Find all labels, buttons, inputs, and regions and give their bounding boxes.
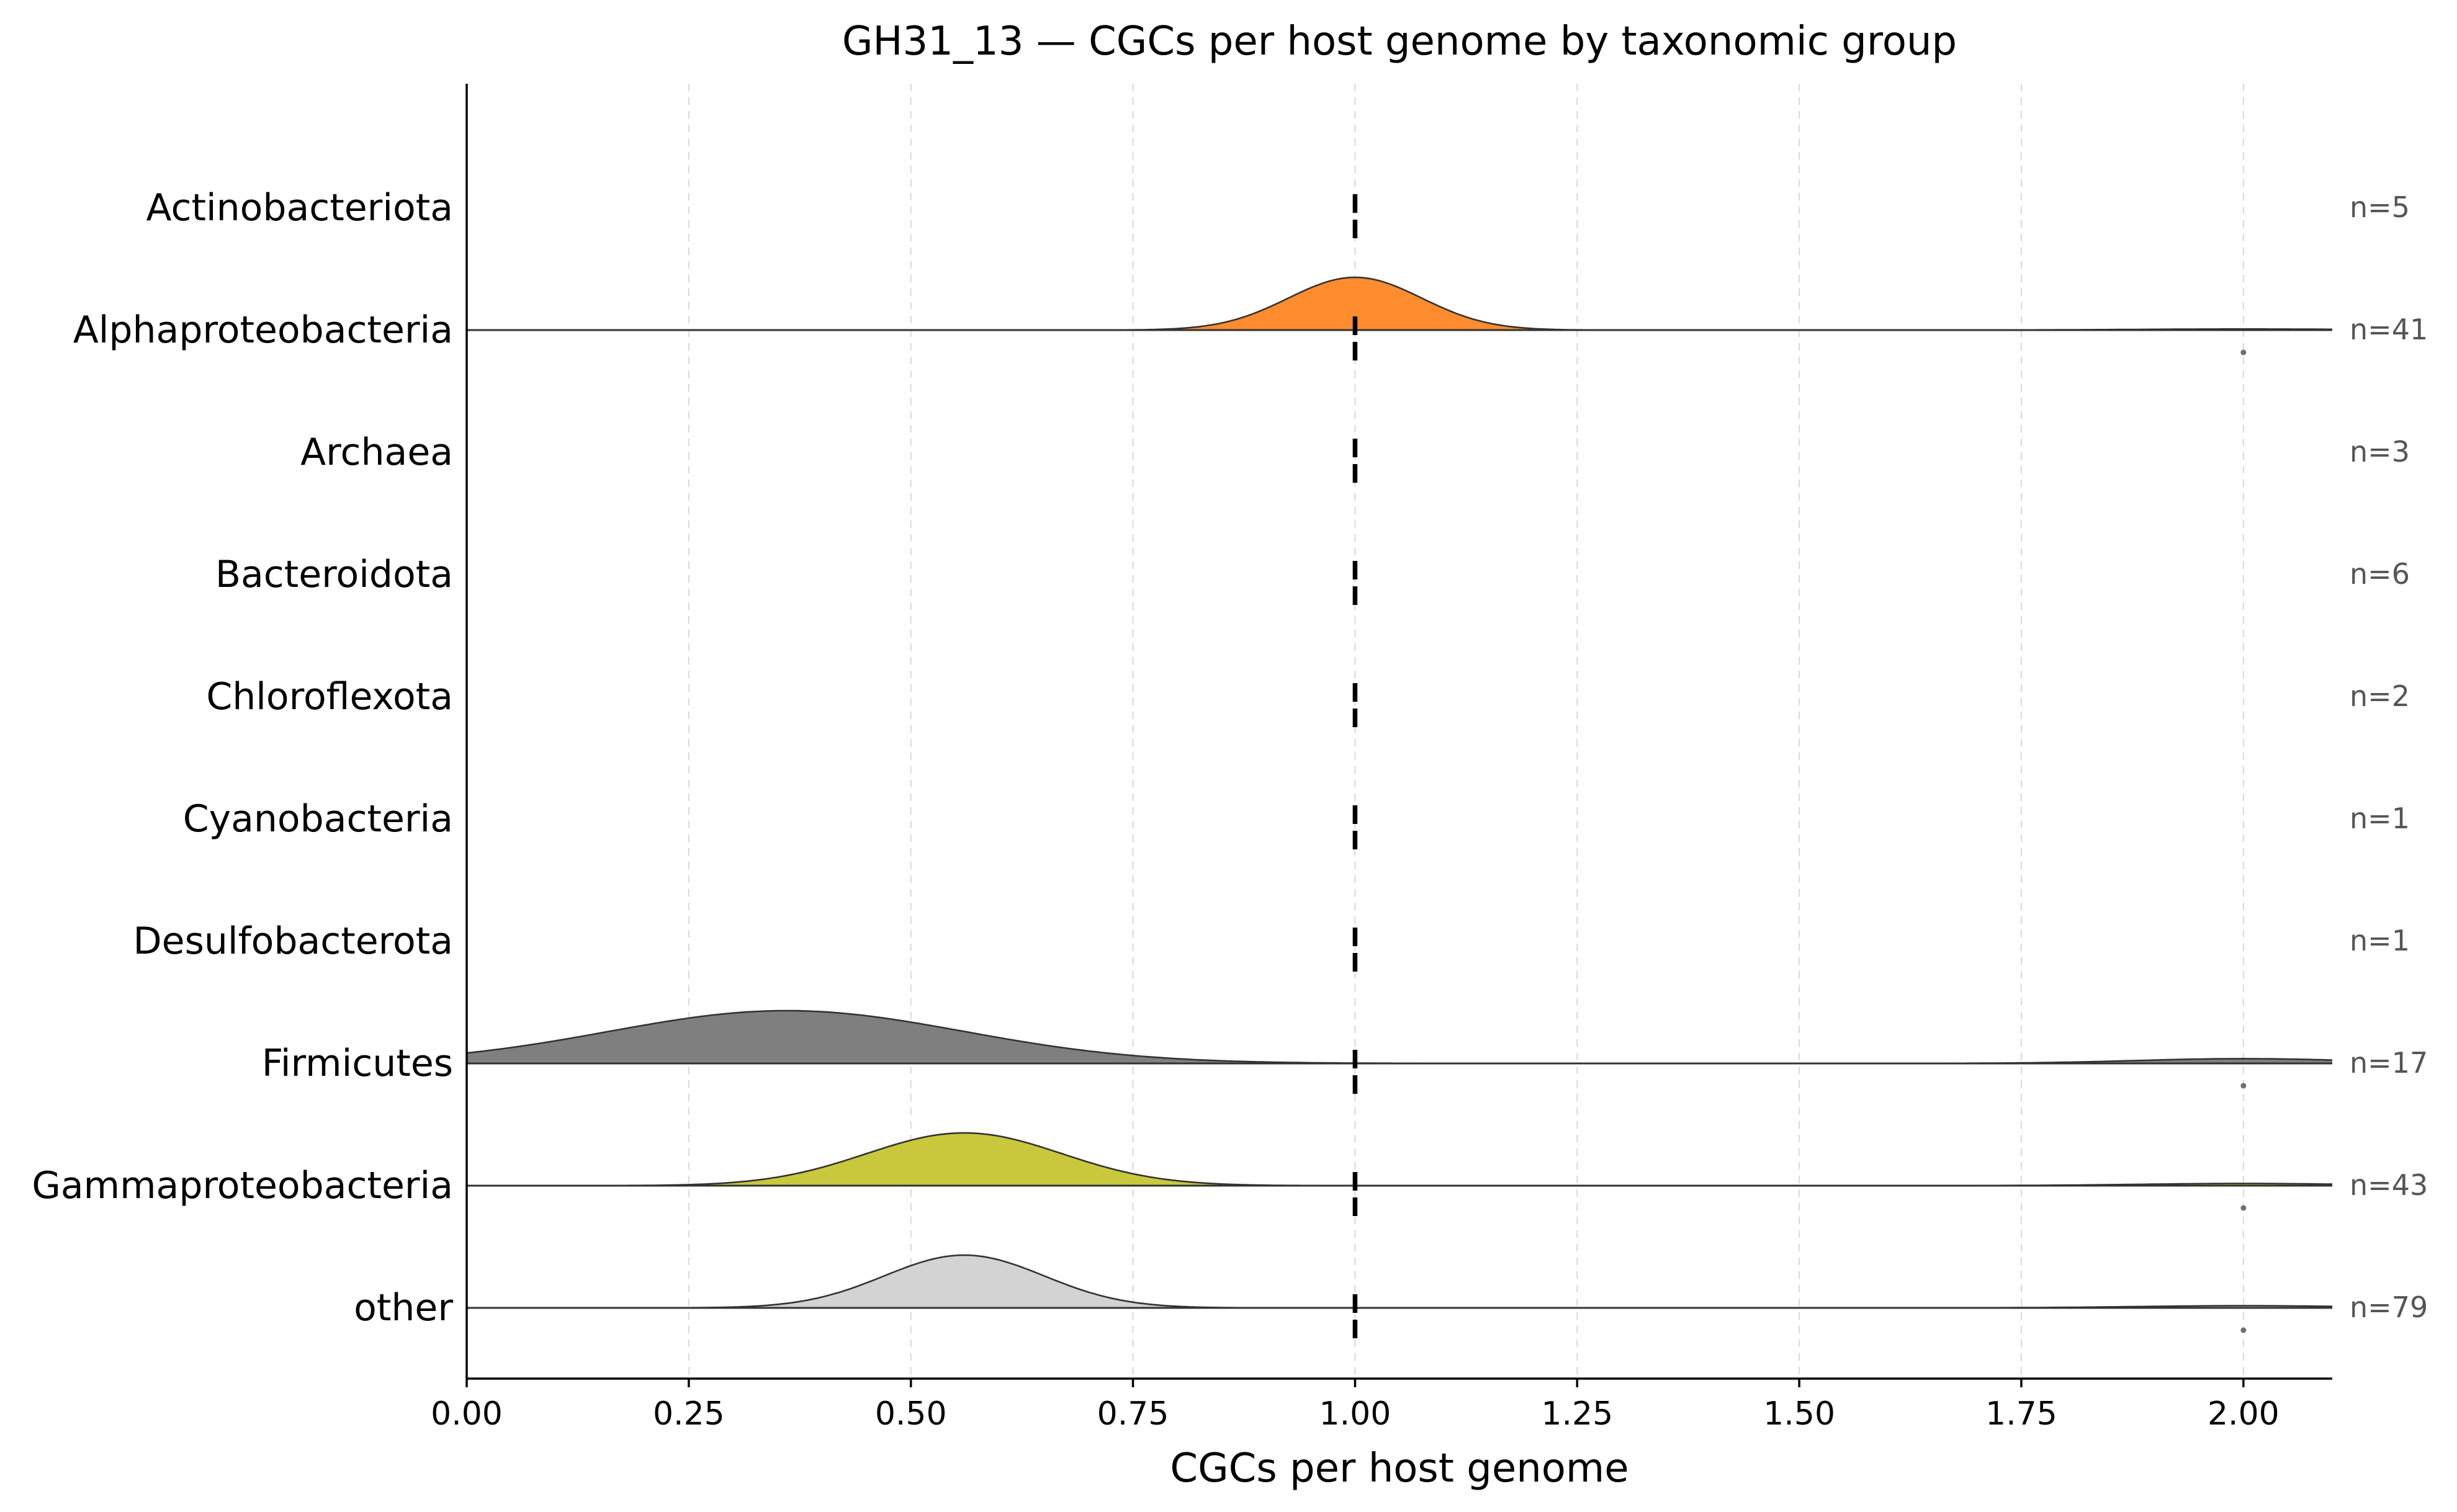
ridge-outline bbox=[467, 1132, 2333, 1187]
category-label: Gammaproteobacteria bbox=[32, 1164, 453, 1207]
outlier-point bbox=[2240, 1083, 2247, 1089]
x-tick-label: 0.00 bbox=[431, 1395, 503, 1433]
ridge-fill bbox=[467, 1133, 2332, 1186]
count-label: n=3 bbox=[2350, 435, 2410, 468]
category-label: Alphaproteobacteria bbox=[73, 308, 453, 352]
x-axis: 0.00 0.25 0.50 0.75 1.00 1.25 1.50 1.75 2.00 bbox=[431, 84, 2332, 1433]
x-tick-label: 1.25 bbox=[1541, 1395, 1613, 1433]
category-label: Desulfobacterota bbox=[133, 919, 453, 963]
x-tick-label: 0.75 bbox=[1097, 1395, 1169, 1433]
x-tick-label: 2.00 bbox=[2208, 1395, 2280, 1433]
x-tick-label: 0.25 bbox=[653, 1395, 725, 1433]
category-label: Firmicutes bbox=[262, 1042, 453, 1085]
count-label: n=17 bbox=[2350, 1046, 2428, 1080]
category-label: Cyanobacteria bbox=[183, 797, 453, 841]
ridge-fill bbox=[467, 277, 2332, 330]
category-label: Bacteroidota bbox=[215, 553, 453, 596]
count-label: n=2 bbox=[2350, 679, 2410, 713]
group-labels: Actinobacteriota n=5 Alphaproteobacteria n=… bbox=[32, 186, 2428, 1330]
x-tick-label: 0.50 bbox=[875, 1395, 947, 1433]
x-tick-label: 1.50 bbox=[1763, 1395, 1835, 1433]
outlier-point bbox=[2240, 349, 2247, 356]
ridge-group bbox=[466, 1009, 2333, 1101]
x-tick-label: 1.75 bbox=[1985, 1395, 2057, 1433]
x-axis-label: CGCs per host genome bbox=[1170, 1446, 1628, 1492]
category-label: Actinobacteriota bbox=[146, 186, 453, 230]
count-label: n=5 bbox=[2350, 190, 2410, 224]
ridge-group bbox=[467, 1132, 2333, 1223]
ridge-group bbox=[467, 276, 2332, 367]
ridge-outline bbox=[467, 276, 2332, 331]
ridge-outline bbox=[466, 1009, 2333, 1065]
count-label: n=41 bbox=[2350, 313, 2428, 346]
count-label: n=1 bbox=[2350, 924, 2410, 957]
category-label: Chloroflexota bbox=[206, 675, 453, 718]
ridge-fill bbox=[467, 1255, 2332, 1308]
category-label: Archaea bbox=[300, 431, 453, 474]
chart-title: GH31_13 — CGCs per host genome by taxono… bbox=[842, 19, 1957, 65]
count-label: n=6 bbox=[2350, 557, 2410, 591]
category-label: other bbox=[354, 1286, 453, 1330]
ridges bbox=[466, 194, 2333, 1345]
count-label: n=79 bbox=[2350, 1291, 2428, 1324]
count-label: n=1 bbox=[2350, 802, 2410, 835]
x-tick-label: 1.00 bbox=[1319, 1395, 1391, 1433]
ridge-fill bbox=[467, 1011, 2332, 1063]
outlier-point bbox=[2240, 1327, 2247, 1333]
count-label: n=43 bbox=[2350, 1168, 2428, 1202]
outlier-point bbox=[2240, 1205, 2247, 1211]
ridge-outline bbox=[467, 1254, 2333, 1309]
ridge-group bbox=[467, 1254, 2333, 1345]
